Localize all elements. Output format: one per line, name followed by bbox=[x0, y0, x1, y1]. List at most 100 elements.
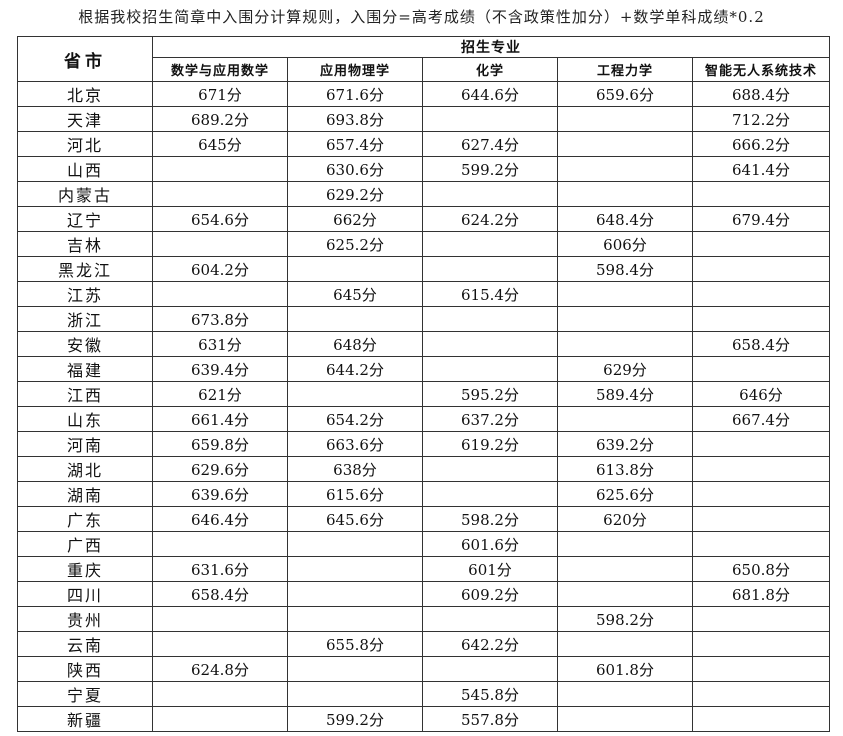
score-cell bbox=[287, 581, 423, 607]
score-cell bbox=[692, 506, 830, 532]
score-cell bbox=[692, 306, 830, 332]
score-cell: 601分 bbox=[422, 556, 558, 582]
score-cell bbox=[152, 631, 288, 657]
score-cell: 639.6分 bbox=[152, 481, 288, 507]
score-cell bbox=[287, 606, 423, 632]
score-cell bbox=[692, 231, 830, 257]
province-cell: 福建 bbox=[17, 356, 153, 382]
province-cell: 内蒙古 bbox=[17, 181, 153, 207]
score-cell: 693.8分 bbox=[287, 106, 423, 132]
province-cell: 安徽 bbox=[17, 331, 153, 357]
score-cell: 606分 bbox=[557, 231, 693, 257]
score-cell: 598.4分 bbox=[557, 256, 693, 282]
province-cell: 黑龙江 bbox=[17, 256, 153, 282]
score-cell bbox=[152, 231, 288, 257]
score-cell: 646分 bbox=[692, 381, 830, 407]
table-row: 河北 645分 657.4分 627.4分 666.2分 bbox=[17, 131, 830, 157]
score-cell bbox=[557, 306, 693, 332]
score-cell bbox=[692, 181, 830, 207]
score-cell: 615.4分 bbox=[422, 281, 558, 307]
score-cell bbox=[422, 256, 558, 282]
score-cell: 629分 bbox=[557, 356, 693, 382]
score-cell bbox=[557, 131, 693, 157]
score-cell: 629.6分 bbox=[152, 456, 288, 482]
score-cell bbox=[422, 656, 558, 682]
table-row: 新疆 599.2分 557.8分 bbox=[17, 706, 830, 732]
score-cell: 630.6分 bbox=[287, 156, 423, 182]
score-cell bbox=[557, 281, 693, 307]
score-cell: 657.4分 bbox=[287, 131, 423, 157]
score-cell bbox=[287, 381, 423, 407]
score-cell bbox=[422, 356, 558, 382]
province-cell: 广东 bbox=[17, 506, 153, 532]
table-row: 陕西 624.8分 601.8分 bbox=[17, 656, 830, 682]
score-cell bbox=[692, 281, 830, 307]
province-cell: 新疆 bbox=[17, 706, 153, 732]
province-cell: 云南 bbox=[17, 631, 153, 657]
score-cell bbox=[557, 181, 693, 207]
score-cell: 688.4分 bbox=[692, 81, 830, 107]
score-cell bbox=[692, 531, 830, 557]
province-cell: 重庆 bbox=[17, 556, 153, 582]
score-cell bbox=[692, 256, 830, 282]
score-cell bbox=[287, 531, 423, 557]
score-cell bbox=[692, 481, 830, 507]
province-cell: 陕西 bbox=[17, 656, 153, 682]
score-cell bbox=[557, 406, 693, 432]
score-cell: 689.2分 bbox=[152, 106, 288, 132]
score-cell: 595.2分 bbox=[422, 381, 558, 407]
score-cell bbox=[692, 706, 830, 732]
province-cell: 北京 bbox=[17, 81, 153, 107]
score-cell bbox=[287, 681, 423, 707]
table-row: 辽宁 654.6分 662分 624.2分 648.4分 679.4分 bbox=[17, 206, 830, 232]
score-cell bbox=[152, 706, 288, 732]
score-cell bbox=[422, 106, 558, 132]
score-cell: 659.6分 bbox=[557, 81, 693, 107]
score-cell bbox=[422, 306, 558, 332]
major-header: 工程力学 bbox=[557, 57, 693, 82]
table-row: 内蒙古 629.2分 bbox=[17, 181, 830, 207]
score-cell: 644.2分 bbox=[287, 356, 423, 382]
score-cell: 625.6分 bbox=[557, 481, 693, 507]
province-cell: 吉林 bbox=[17, 231, 153, 257]
score-cell: 641.4分 bbox=[692, 156, 830, 182]
score-cell: 671.6分 bbox=[287, 81, 423, 107]
province-cell: 江苏 bbox=[17, 281, 153, 307]
score-cell bbox=[287, 256, 423, 282]
score-cell bbox=[692, 606, 830, 632]
province-cell: 宁夏 bbox=[17, 681, 153, 707]
table-row: 江苏 645分 615.4分 bbox=[17, 281, 830, 307]
score-cell bbox=[692, 681, 830, 707]
score-cell: 671分 bbox=[152, 81, 288, 107]
score-cell: 658.4分 bbox=[152, 581, 288, 607]
score-cell: 557.8分 bbox=[422, 706, 558, 732]
score-cell bbox=[557, 531, 693, 557]
score-cell: 624.8分 bbox=[152, 656, 288, 682]
major-header: 数学与应用数学 bbox=[152, 57, 288, 82]
score-cell: 650.8分 bbox=[692, 556, 830, 582]
score-cell bbox=[152, 606, 288, 632]
score-cell bbox=[152, 281, 288, 307]
score-cell: 659.8分 bbox=[152, 431, 288, 457]
score-cell: 663.6分 bbox=[287, 431, 423, 457]
score-cell: 638分 bbox=[287, 456, 423, 482]
table-row: 重庆 631.6分 601分 650.8分 bbox=[17, 556, 830, 582]
score-cell: 639.4分 bbox=[152, 356, 288, 382]
major-header: 化学 bbox=[422, 57, 558, 82]
score-cell bbox=[692, 356, 830, 382]
table-row: 安徽 631分 648分 658.4分 bbox=[17, 331, 830, 357]
province-cell: 山东 bbox=[17, 406, 153, 432]
province-cell: 天津 bbox=[17, 106, 153, 132]
score-cell: 681.8分 bbox=[692, 581, 830, 607]
province-cell: 浙江 bbox=[17, 306, 153, 332]
table-row: 山东 661.4分 654.2分 637.2分 667.4分 bbox=[17, 406, 830, 432]
score-cell bbox=[692, 431, 830, 457]
major-header: 应用物理学 bbox=[287, 57, 423, 82]
table-row: 四川 658.4分 609.2分 681.8分 bbox=[17, 581, 830, 607]
score-cell: 621分 bbox=[152, 381, 288, 407]
table-row: 黑龙江 604.2分 598.4分 bbox=[17, 256, 830, 282]
table-row: 云南 655.8分 642.2分 bbox=[17, 631, 830, 657]
score-cell bbox=[287, 556, 423, 582]
score-cell bbox=[557, 631, 693, 657]
score-cell bbox=[287, 656, 423, 682]
